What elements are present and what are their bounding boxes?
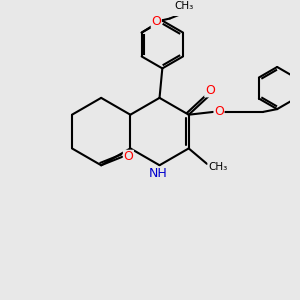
Text: CH₃: CH₃: [208, 162, 227, 172]
Text: O: O: [205, 84, 215, 97]
Text: O: O: [151, 15, 161, 28]
Text: O: O: [124, 150, 133, 163]
Text: O: O: [214, 105, 224, 118]
Text: NH: NH: [149, 167, 167, 180]
Text: CH₃: CH₃: [175, 1, 194, 11]
